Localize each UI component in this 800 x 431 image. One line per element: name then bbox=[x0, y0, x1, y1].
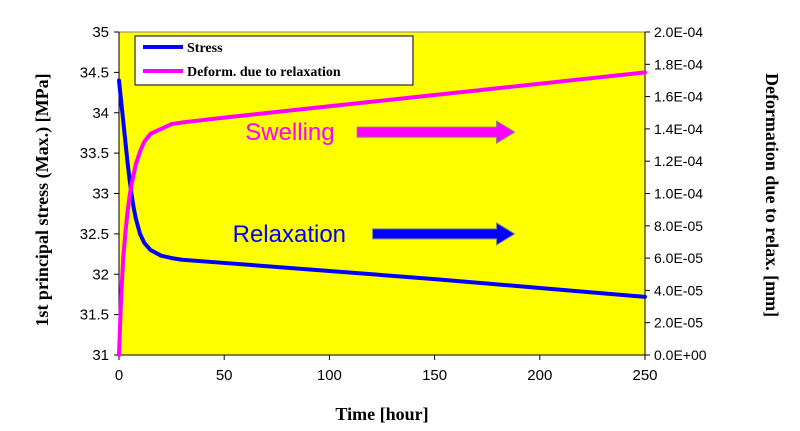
legend-label-deformation: Deform. due to relaxation bbox=[187, 65, 341, 80]
y-right-tick-label: 0.0E+00 bbox=[654, 347, 707, 363]
y-left-tick-label: 33 bbox=[92, 186, 109, 203]
annotation-layer: Swelling Relaxation bbox=[233, 119, 516, 248]
y-axis-left-label: 1st principal stress (Max.) [MPa] bbox=[32, 73, 53, 326]
annotation-relaxation-text: Relaxation bbox=[233, 221, 346, 248]
y-right-tick-label: 6.0E-05 bbox=[654, 250, 703, 266]
legend-label-stress: Stress bbox=[187, 41, 223, 56]
plot-area bbox=[118, 31, 646, 356]
annotation-swelling-arrow bbox=[356, 120, 516, 144]
y-left-tick-label: 31.5 bbox=[80, 307, 109, 324]
x-tick-label: 100 bbox=[317, 367, 342, 384]
legend-box bbox=[134, 35, 414, 86]
y-right-tick-label: 8.0E-05 bbox=[654, 218, 703, 234]
y-right-tick-label: 1.8E-04 bbox=[654, 56, 703, 72]
y-right-tick-label: 2.0E-05 bbox=[654, 315, 703, 331]
y-right-tick-label: 4.0E-05 bbox=[654, 282, 703, 298]
x-tick-label: 200 bbox=[527, 367, 552, 384]
y-axis-right-label: Deformation due to relax. [mm] bbox=[762, 73, 782, 317]
x-tick-label: 50 bbox=[216, 367, 233, 384]
axes: 0 50 100 150 200 250 31 31.5 32 32.5 33 33.5 34 34.5 3… bbox=[80, 24, 707, 384]
y-right-tick-label: 1.4E-04 bbox=[654, 121, 703, 137]
series-layer bbox=[117, 70, 647, 357]
y-left-tick-label: 35 bbox=[92, 24, 109, 41]
y-right-tick-label: 1.2E-04 bbox=[654, 153, 703, 169]
x-tick-label: 150 bbox=[422, 367, 447, 384]
x-axis-label: Time [hour] bbox=[335, 404, 428, 424]
y-left-tick-label: 33.5 bbox=[80, 145, 109, 162]
x-tick-label: 250 bbox=[632, 367, 657, 384]
y-right-tick-label: 1.0E-04 bbox=[654, 186, 703, 202]
y-left-tick-label: 31 bbox=[92, 347, 109, 364]
y-right-tick-label: 2.0E-04 bbox=[654, 24, 703, 40]
y-left-tick-label: 34.5 bbox=[80, 64, 109, 81]
y-right-tick-label: 1.6E-04 bbox=[654, 89, 703, 105]
series-line-stress bbox=[117, 78, 647, 299]
series-line-deformation bbox=[117, 70, 647, 357]
legend: Stress Deform. due to relaxation bbox=[134, 35, 414, 86]
y-left-tick-label: 32 bbox=[92, 266, 109, 283]
annotation-relaxation-arrow bbox=[372, 222, 516, 246]
y-left-tick-label: 32.5 bbox=[80, 226, 109, 243]
y-left-tick-label: 34 bbox=[92, 105, 109, 122]
x-tick-label: 0 bbox=[115, 367, 123, 384]
annotation-swelling-text: Swelling bbox=[245, 119, 334, 146]
